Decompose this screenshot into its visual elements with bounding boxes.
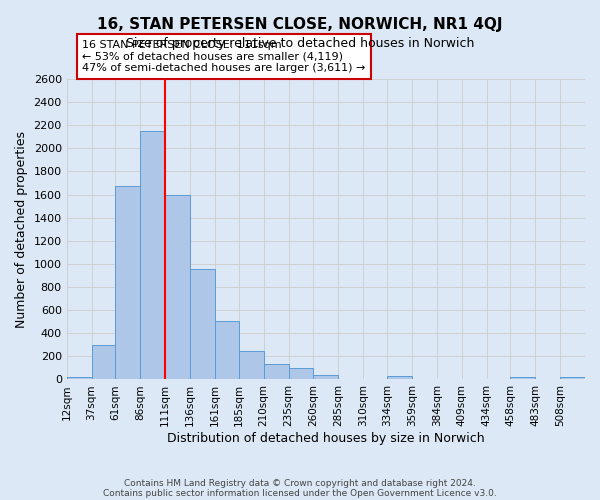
Bar xyxy=(239,351,263,380)
Bar xyxy=(560,376,585,380)
Bar xyxy=(67,376,92,380)
Bar xyxy=(215,320,239,380)
Bar xyxy=(511,377,535,380)
Text: Size of property relative to detached houses in Norwich: Size of property relative to detached ho… xyxy=(126,38,474,51)
Text: 16, STAN PETERSEN CLOSE, NORWICH, NR1 4QJ: 16, STAN PETERSEN CLOSE, NORWICH, NR1 4Q… xyxy=(97,18,503,32)
Bar xyxy=(387,376,412,380)
Bar xyxy=(165,194,190,380)
Text: Contains HM Land Registry data © Crown copyright and database right 2024.: Contains HM Land Registry data © Crown c… xyxy=(124,478,476,488)
Bar xyxy=(289,368,313,380)
Y-axis label: Number of detached properties: Number of detached properties xyxy=(15,130,28,328)
Text: Contains public sector information licensed under the Open Government Licence v3: Contains public sector information licen… xyxy=(103,488,497,498)
X-axis label: Distribution of detached houses by size in Norwich: Distribution of detached houses by size … xyxy=(167,432,485,445)
Bar xyxy=(115,186,140,380)
Bar xyxy=(92,345,115,380)
Bar xyxy=(313,376,338,380)
Bar xyxy=(140,131,165,380)
Text: 16 STAN PETERSEN CLOSE: 111sqm
← 53% of detached houses are smaller (4,119)
47% : 16 STAN PETERSEN CLOSE: 111sqm ← 53% of … xyxy=(82,40,365,73)
Bar xyxy=(263,364,289,380)
Bar xyxy=(190,268,215,380)
